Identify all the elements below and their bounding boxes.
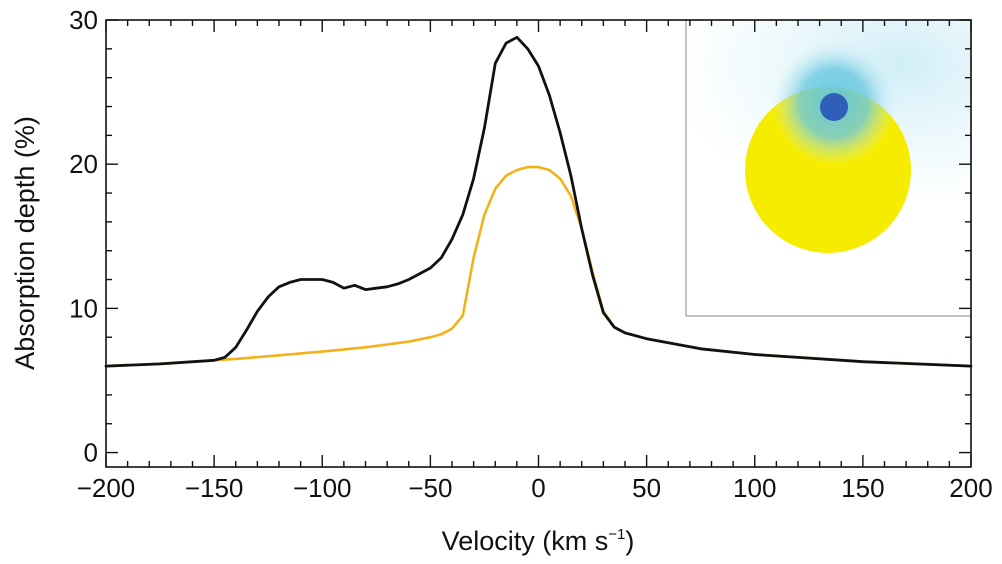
x-axis-label-main: Velocity (km s	[442, 526, 609, 556]
series-line-black	[104, 35, 973, 368]
y-axis-label: Absorption depth (%)	[10, 116, 40, 370]
x-axis-label: Velocity (km s−1)	[442, 526, 635, 556]
y-tick-label: 30	[69, 5, 98, 35]
x-tick-label: −150	[185, 473, 244, 503]
x-axis-label-end: )	[625, 526, 634, 556]
x-tick-label: 200	[949, 473, 992, 503]
y-tick-label: 0	[84, 438, 98, 468]
x-tick-label: −50	[408, 473, 452, 503]
x-tick-label: 50	[632, 473, 661, 503]
y-tick-label: 20	[69, 149, 98, 179]
labels-layer: −200 −150 −100 −50 0 50 100 150 200 0 10 20 30	[69, 5, 993, 503]
x-tick-label: −100	[293, 473, 352, 503]
x-tick-label: 100	[733, 473, 776, 503]
planet-disk	[820, 93, 848, 121]
y-tick-label: 10	[69, 293, 98, 323]
ticks-layer	[105, 19, 972, 467]
x-tick-label: 0	[531, 473, 545, 503]
x-tick-label: 150	[841, 473, 884, 503]
inset-illustration	[685, 19, 972, 317]
series-layer	[104, 35, 973, 368]
x-tick-label: −200	[77, 473, 136, 503]
x-axis-label-sup: −1	[608, 526, 625, 543]
